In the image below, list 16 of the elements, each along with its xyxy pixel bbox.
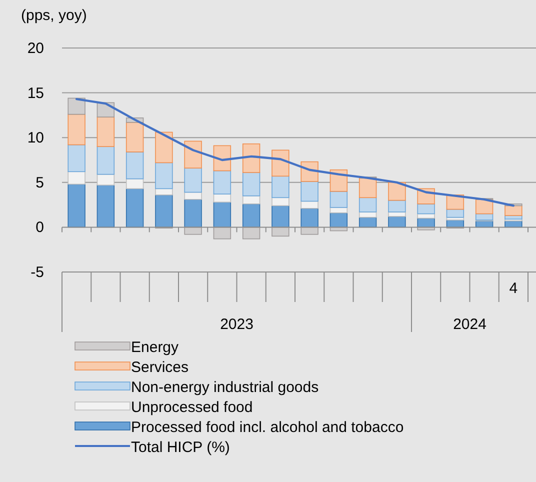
legend-label: Processed food incl. alcohol and tobacco — [131, 419, 404, 436]
legend-label: Unprocessed food — [131, 399, 253, 416]
legend-label: Total HICP (%) — [131, 439, 230, 456]
legend-label: Services — [131, 359, 189, 376]
x-tick-label: 4 — [509, 280, 518, 297]
y-tick-label: 0 — [36, 219, 44, 236]
y-tick-label: 20 — [27, 40, 44, 57]
y-tick-label: 5 — [36, 174, 44, 192]
legend-label: Energy — [131, 339, 180, 356]
text: 2023 — [220, 316, 254, 333]
y-axis-title: (pps, yoy) — [21, 7, 87, 24]
legend-label: Non-energy industrial goods — [131, 379, 319, 396]
y-tick-label: 10 — [27, 130, 44, 147]
text: 2024 — [453, 316, 486, 333]
y-tick-label: 15 — [27, 84, 44, 102]
y-tick-label: -5 — [30, 264, 44, 281]
